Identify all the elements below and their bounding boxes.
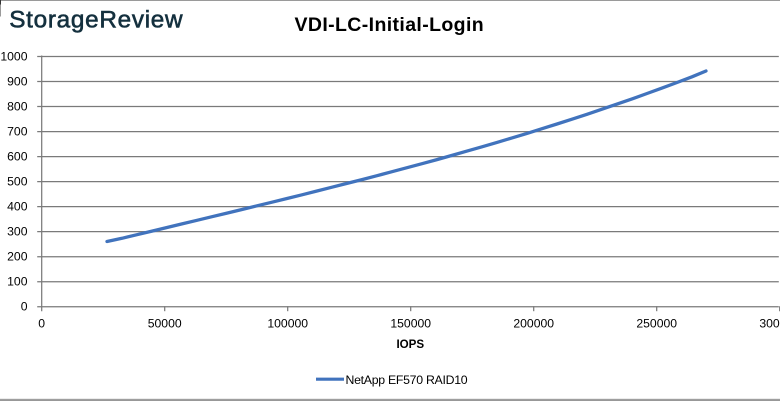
svg-text:1000: 1000 (0, 49, 27, 63)
svg-text:NetApp EF570 RAID10: NetApp EF570 RAID10 (346, 373, 468, 387)
svg-text:50000: 50000 (148, 316, 182, 330)
svg-text:0: 0 (21, 300, 28, 314)
svg-text:VDI-LC-Initial-Login: VDI-LC-Initial-Login (295, 14, 485, 36)
svg-text:250000: 250000 (636, 316, 677, 330)
svg-text:300000: 300000 (759, 316, 780, 330)
svg-text:200: 200 (7, 250, 28, 264)
svg-text:700: 700 (7, 125, 28, 139)
svg-text:100000: 100000 (267, 316, 308, 330)
svg-text:150000: 150000 (390, 316, 431, 330)
svg-text:0: 0 (38, 316, 45, 330)
svg-text:100: 100 (7, 275, 28, 289)
svg-text:500: 500 (7, 175, 28, 189)
svg-text:300: 300 (7, 225, 28, 239)
svg-text:900: 900 (7, 74, 28, 88)
svg-text:200000: 200000 (513, 316, 554, 330)
svg-text:400: 400 (7, 200, 28, 214)
svg-text:800: 800 (7, 99, 28, 113)
svg-text:IOPS: IOPS (396, 338, 424, 351)
svg-text:StorageReview: StorageReview (9, 7, 183, 34)
svg-text:600: 600 (7, 150, 28, 164)
